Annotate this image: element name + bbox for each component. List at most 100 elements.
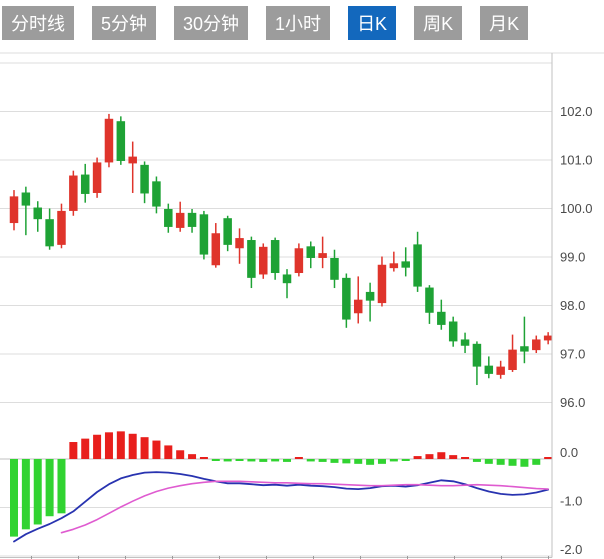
- macd-histogram-bar: [294, 457, 303, 459]
- candle-body: [259, 246, 268, 275]
- macd-histogram-bar: [283, 459, 292, 462]
- macd-histogram-bar: [259, 459, 268, 462]
- macd-histogram-bar: [247, 459, 256, 462]
- candle-body: [437, 311, 446, 325]
- candle-body: [389, 263, 399, 269]
- macd-histogram-bar: [532, 459, 541, 465]
- candle-body: [116, 121, 126, 161]
- macd-histogram-bar: [116, 431, 125, 459]
- candle-body: [425, 287, 434, 313]
- macd-histogram-bar: [520, 459, 529, 467]
- macd-histogram-bar: [140, 437, 149, 459]
- macd-histogram-bar: [342, 459, 351, 464]
- tab-timeline[interactable]: 分时线: [2, 6, 74, 40]
- macd-histogram-bar: [318, 459, 327, 462]
- macd-histogram-bar: [57, 459, 66, 514]
- macd-histogram-bar: [271, 459, 280, 462]
- macd-histogram-bar: [544, 457, 553, 459]
- candle-body: [330, 257, 339, 280]
- candle-body: [282, 274, 292, 284]
- candle-body: [460, 339, 470, 346]
- macd-histogram-bar: [199, 457, 208, 459]
- candle-body: [365, 291, 375, 301]
- dif-line: [13, 471, 549, 543]
- macd-histogram-bar: [354, 459, 363, 464]
- candle-body: [377, 264, 387, 304]
- macd-histogram-bar: [211, 459, 220, 461]
- price-axis-label: 98.0: [560, 298, 585, 313]
- macd-histogram-bar: [223, 459, 232, 462]
- candle-body: [21, 192, 31, 206]
- macd-histogram-bar: [425, 454, 434, 459]
- candle-body: [353, 299, 363, 314]
- macd-histogram-bar: [437, 452, 446, 459]
- price-axis-label: 100.0: [560, 201, 593, 216]
- macd-histogram-bar: [389, 459, 398, 462]
- macd-histogram-bar: [235, 459, 244, 461]
- candle-body: [164, 208, 173, 227]
- macd-axis-label: 0.0: [560, 445, 578, 460]
- candle-body: [496, 366, 505, 375]
- macd-axis-label: -1.0: [560, 494, 582, 509]
- candle-body: [472, 343, 482, 367]
- macd-axis-label: -2.0: [560, 542, 582, 557]
- candle-body: [175, 212, 185, 228]
- price-axis-label: 99.0: [560, 250, 585, 265]
- candle-body: [140, 164, 149, 194]
- candle-body: [104, 118, 114, 163]
- candle-body: [484, 365, 494, 374]
- dea-line: [60, 480, 549, 534]
- period-tab-bar: 分时线 5分钟 30分钟 1小时 日K 周K 月K: [2, 6, 529, 40]
- candle-body: [57, 210, 66, 245]
- macd-histogram-bar: [188, 454, 197, 459]
- tab-30min[interactable]: 30分钟: [174, 6, 249, 40]
- candle-body: [318, 253, 327, 258]
- candle-body: [69, 175, 78, 211]
- macd-histogram-bar: [33, 459, 42, 525]
- macd-histogram-bar: [69, 442, 78, 459]
- candle-body: [520, 346, 529, 352]
- candle-body: [532, 339, 541, 351]
- price-axis-label: 102.0: [560, 104, 593, 119]
- price-axis-label: 97.0: [560, 347, 585, 362]
- candle-body: [80, 174, 90, 194]
- macd-histogram-bar: [461, 457, 470, 459]
- tab-monthly-k[interactable]: 月K: [480, 6, 529, 40]
- tab-1hour[interactable]: 1小时: [266, 6, 331, 40]
- candle-body: [306, 246, 315, 258]
- macd-histogram-bar: [10, 459, 18, 537]
- candle-body: [211, 233, 221, 266]
- macd-histogram-bar: [472, 459, 481, 462]
- candle-body: [543, 335, 553, 341]
- macd-histogram-bar: [496, 459, 505, 465]
- candle-body: [152, 181, 161, 207]
- tab-daily-k[interactable]: 日K: [348, 6, 397, 40]
- price-axis-label: 101.0: [560, 153, 593, 168]
- candle-body: [223, 218, 232, 245]
- macd-histogram-bar: [81, 438, 90, 459]
- macd-histogram-bar: [176, 450, 185, 459]
- candle-body: [187, 212, 197, 227]
- macd-histogram-bar: [152, 440, 161, 459]
- price-axis-label: 96.0: [560, 395, 585, 410]
- tab-5min[interactable]: 5分钟: [92, 6, 157, 40]
- candle-body: [294, 248, 304, 274]
- candle-body: [247, 240, 256, 278]
- candle-body: [270, 240, 280, 274]
- tab-weekly-k[interactable]: 周K: [414, 6, 463, 40]
- macd-histogram-bar: [413, 456, 422, 459]
- macd-histogram-bar: [330, 459, 339, 463]
- candle-body: [33, 207, 42, 220]
- macd-histogram-bar: [164, 445, 173, 459]
- candle-body: [401, 261, 410, 268]
- candle-body: [45, 219, 54, 247]
- candle-body: [92, 162, 102, 193]
- macd-histogram-bar: [45, 459, 54, 517]
- candle-body: [342, 277, 351, 320]
- macd-histogram-bar: [306, 459, 315, 462]
- macd-histogram-bar: [401, 459, 410, 461]
- macd-histogram-bar: [449, 455, 458, 459]
- macd-histogram-bar: [21, 459, 30, 530]
